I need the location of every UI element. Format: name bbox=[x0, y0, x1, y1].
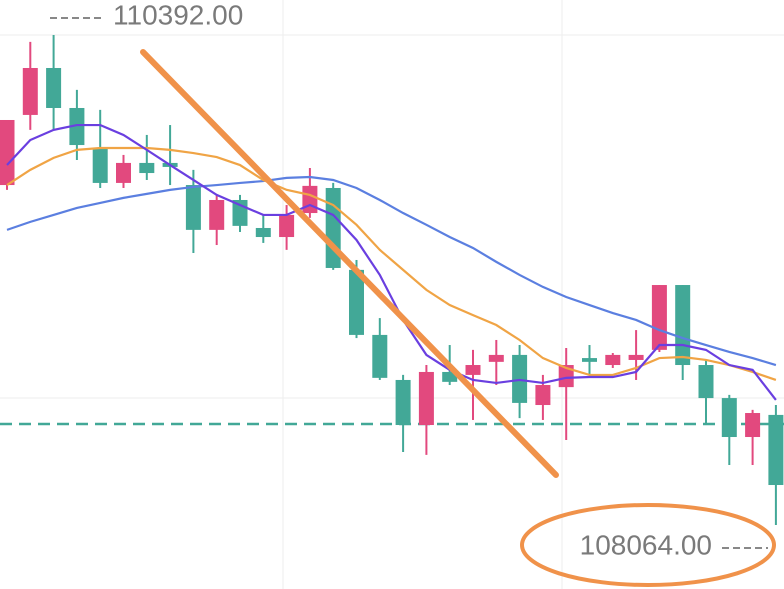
candle-body bbox=[46, 67, 62, 108]
candle-body bbox=[605, 354, 621, 366]
candle-body bbox=[69, 107, 85, 146]
candle-body bbox=[22, 67, 38, 115]
candle-body bbox=[255, 227, 271, 238]
candle-body bbox=[0, 119, 15, 186]
candle-body bbox=[582, 358, 597, 362]
candle-body bbox=[465, 365, 481, 375]
candle-body bbox=[651, 285, 667, 350]
candle-body bbox=[302, 185, 318, 214]
candle-body bbox=[372, 334, 388, 378]
candle-body bbox=[768, 414, 784, 486]
candle-body bbox=[488, 354, 504, 362]
candle-body bbox=[628, 354, 644, 360]
candle-body bbox=[279, 214, 295, 238]
candle-body bbox=[535, 385, 551, 406]
candle-body bbox=[721, 398, 737, 438]
candle-body bbox=[349, 269, 364, 335]
candle-body bbox=[185, 185, 201, 230]
moving-average-line bbox=[6, 123, 777, 401]
candle-body bbox=[698, 365, 714, 399]
plot bbox=[0, 34, 784, 526]
candle-body bbox=[418, 371, 434, 426]
low-price-label: 108064.00 bbox=[580, 529, 712, 560]
high-price-label: 110392.00 bbox=[113, 0, 243, 30]
moving-average-line bbox=[6, 175, 777, 367]
candle-body bbox=[558, 365, 574, 388]
candle-body bbox=[675, 285, 691, 366]
candle-body bbox=[139, 162, 155, 174]
candle-body bbox=[116, 162, 131, 183]
moving-average-line bbox=[6, 146, 777, 382]
candle-body bbox=[745, 413, 761, 438]
candle-body bbox=[209, 199, 225, 230]
candle-body bbox=[442, 371, 458, 382]
candle-body bbox=[92, 147, 108, 183]
highlight-ellipse bbox=[520, 503, 776, 587]
candle-body bbox=[395, 379, 411, 426]
trend-line bbox=[140, 49, 559, 478]
